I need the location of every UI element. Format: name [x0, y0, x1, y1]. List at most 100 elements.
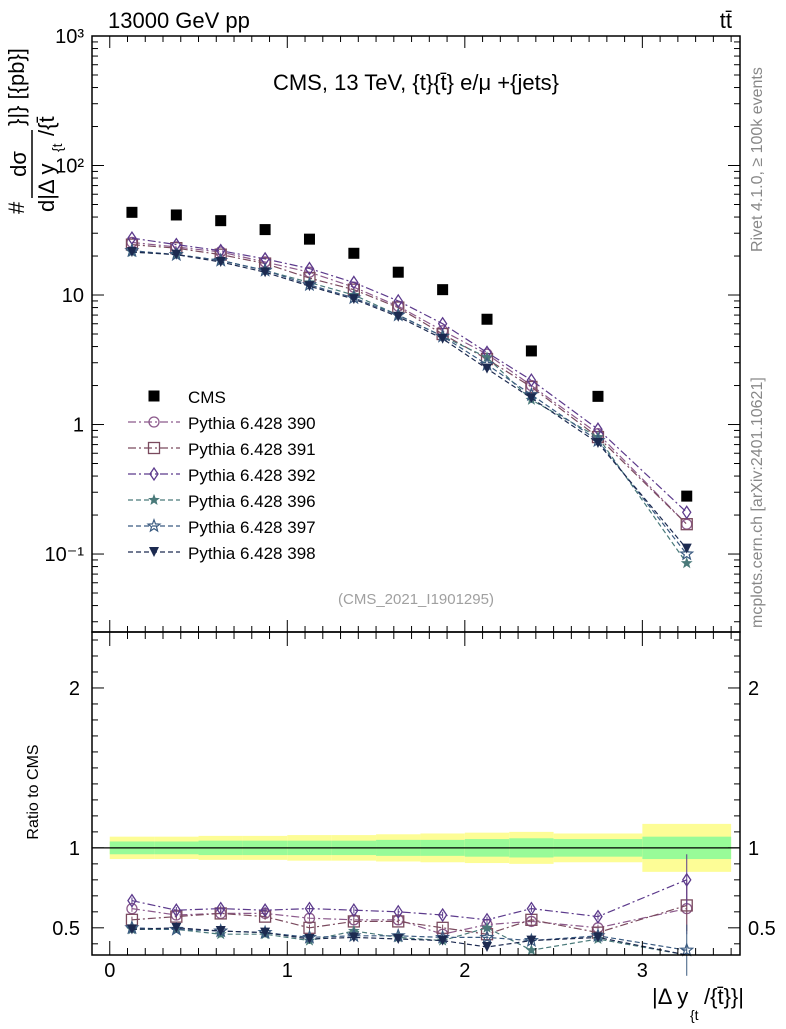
ylabel-hash: # [4, 201, 29, 214]
legend-label: Pythia 6.428 397 [188, 518, 316, 537]
y-tick-label: 10² [55, 156, 84, 178]
data-point [303, 233, 315, 245]
ratio-point [127, 893, 137, 908]
data-point [525, 345, 537, 357]
y-tick-label: 1 [73, 415, 84, 437]
process-label: tt̄ [720, 8, 732, 33]
xlabel-sub: {t [690, 1007, 699, 1023]
data-point [393, 293, 404, 309]
ratio-marks [124, 854, 695, 976]
ratio-point [303, 912, 316, 924]
main-panel: 10⁻¹ 1 10 10² 10³ CMS, 13 TeV, {t}{t̄} e/μ +… [4, 26, 741, 633]
ylabel-post: }|} [{pb}] [4, 48, 29, 126]
ylabel-denominator: d|Δ y [34, 163, 59, 212]
legend-marker [149, 547, 159, 557]
ratio-point [593, 909, 603, 924]
series-line [131, 237, 688, 513]
x-tick-label: 1 [282, 960, 293, 982]
rivet-label: Rivet 4.1.0, ≥ 100k events [749, 67, 766, 252]
ratio-point [526, 935, 537, 946]
y-tick-label: 10 [62, 285, 84, 307]
data-point [348, 247, 360, 259]
legend-marker [148, 390, 160, 402]
ratio-y-tick-label: 2 [69, 678, 80, 700]
ratio-point [171, 922, 182, 933]
series-line [131, 244, 688, 525]
ylabel-numerator: dσ [6, 151, 31, 177]
ratio-point [525, 944, 538, 956]
ratio-point [349, 903, 359, 918]
y-tick-label: 10³ [55, 26, 84, 48]
ratio-point [171, 903, 182, 918]
legend-label: CMS [188, 388, 226, 407]
xlabel-tail: /{t̄}}| [704, 984, 744, 1009]
data-point [526, 393, 537, 404]
ratio-point [303, 921, 316, 934]
data-point [592, 390, 604, 402]
ratio-point [679, 942, 695, 957]
ratio-point [479, 929, 495, 944]
series-line [131, 250, 688, 555]
x-axis-label: |Δ y {t /{t̄}}| [652, 984, 744, 1023]
ratio-y-tick-label-right: 1 [748, 838, 759, 860]
data-point [437, 284, 449, 296]
legend-marker [148, 493, 160, 505]
ylabel-sub: {t [49, 143, 65, 152]
ratio-point [393, 904, 404, 919]
main-y-axis-label: # dσ d|Δ y {t /{t̄ }|} [{pb}] [4, 48, 65, 214]
data-point [260, 267, 271, 278]
data-point [393, 311, 404, 322]
legend-marker [149, 466, 159, 482]
data-point [126, 246, 137, 257]
legend-label: Pythia 6.428 391 [188, 440, 316, 459]
ratio-point [260, 903, 270, 918]
ratio-point [437, 907, 448, 923]
legend-marker [146, 518, 162, 533]
data-point [680, 557, 693, 569]
ratio-point [437, 935, 448, 946]
ratio-y-tick-label-right: 0.5 [748, 918, 776, 940]
series-line [131, 251, 688, 550]
main-marks [124, 206, 695, 569]
ratio-point [681, 872, 692, 888]
ratio-y-tick-label: 1 [69, 838, 80, 860]
ratio-line [131, 927, 687, 956]
analysis-watermark: (CMS_2021_I1901295) [338, 591, 494, 608]
ratio-point [436, 921, 449, 934]
ratio-point [592, 932, 603, 943]
data-point [349, 275, 359, 290]
data-point [437, 333, 448, 344]
ratio-axes: 0.5 0.5 1 1 2 2 0 1 2 3 [52, 631, 776, 982]
series-line [131, 251, 688, 564]
ratio-point [526, 901, 537, 916]
xlabel-main: |Δ y [652, 984, 688, 1009]
ratio-point [304, 934, 315, 945]
mcplots-label: mcplots.cern.ch [arXiv:2401.10621] [749, 377, 766, 628]
y-tick-label: 10⁻¹ [45, 544, 85, 566]
ratio-point [215, 926, 226, 937]
ratio-point [348, 932, 359, 943]
data-point [526, 373, 537, 388]
ratio-point [481, 921, 493, 933]
data-point [392, 266, 404, 278]
ratio-line [131, 927, 687, 956]
legend-label: Pythia 6.428 398 [188, 544, 316, 563]
x-tick-label: 2 [459, 960, 470, 982]
data-point [681, 518, 693, 530]
main-title: CMS, 13 TeV, {t}{t̄} e/μ +{jets} [273, 70, 559, 95]
legend-label: Pythia 6.428 396 [188, 492, 316, 511]
ratio-line [131, 879, 687, 921]
data-point [348, 294, 359, 305]
data-point [304, 261, 315, 276]
ratio-point [126, 924, 137, 935]
ratio-line [131, 904, 687, 935]
data-point [681, 490, 693, 502]
ratio-point [392, 915, 405, 928]
legend-label: Pythia 6.428 392 [188, 466, 316, 485]
data-point [679, 546, 695, 561]
data-point [681, 543, 692, 554]
data-point [592, 430, 604, 443]
legend: CMS Pythia 6.428 390 Pythia 6.428 391 Pythi… [128, 388, 316, 563]
data-point [304, 281, 315, 292]
